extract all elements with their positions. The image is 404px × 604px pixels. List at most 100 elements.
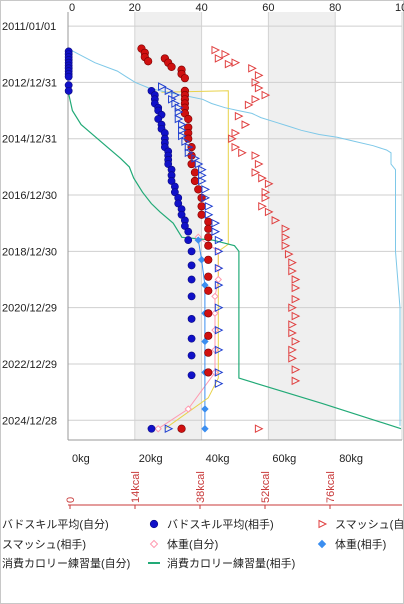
top-tick-label-2: 40	[195, 2, 207, 14]
self-smash-point-23	[261, 187, 271, 197]
other-skill-point-32	[204, 241, 213, 250]
self-smash-point-27	[271, 216, 281, 225]
self-skill-point-29	[164, 160, 173, 168]
other-skill-point-39	[204, 368, 213, 377]
self-smash-point-32	[288, 258, 297, 267]
self-skill-point-43	[187, 247, 196, 256]
other-skill-point-28	[197, 210, 206, 219]
legend: バドスキル平均(自分) バドスキル平均(相手) スマッシュ(自分) スマッシュ(相手)…	[2, 517, 404, 570]
self-skill-point-51	[147, 424, 156, 433]
bottom-tick-label-4: 80kg	[339, 453, 363, 465]
self-smash-point-0	[211, 45, 221, 55]
self-smash-point-18	[251, 151, 261, 160]
other-skill-point-23	[190, 168, 200, 177]
weight-marker-1-1	[197, 256, 206, 264]
self-skill-point-9	[64, 72, 73, 81]
kcal-tick-label-1: 14kcal	[130, 471, 142, 503]
legend-label-0: バドスキル平均(自分)	[2, 518, 109, 531]
kcal-tick-label-3: 52kcal	[260, 471, 272, 503]
other-smash-point-1	[164, 86, 174, 96]
other-smash-point-29	[214, 303, 224, 312]
weight-marker-1-2	[201, 281, 209, 289]
y-tick-label-7: 2024/12/28	[2, 415, 57, 427]
self-skill-point-45	[187, 275, 196, 284]
legend-label-7: 消費カロリー練習量(相手)	[167, 556, 295, 570]
self-smash-point-2	[221, 49, 231, 59]
self-smash-point-42	[288, 345, 297, 355]
bottom-tick-label-0: 0kg	[72, 453, 90, 465]
legend-label-5: 体重(相手)	[335, 537, 386, 551]
top-tick-label-5: 100	[395, 2, 404, 14]
self-smash-point-21	[258, 173, 267, 183]
other-smash-point-26	[214, 247, 224, 256]
top-tick-label-0: 0	[69, 2, 75, 14]
other-smash-point-2	[171, 90, 180, 100]
self-smash-point-3	[224, 59, 234, 69]
weight-marker-0-10	[154, 425, 162, 433]
self-smash-point-35	[291, 283, 301, 293]
other-smash-point-13	[184, 148, 194, 158]
other-skill-point-9	[180, 74, 189, 83]
self-smash-point-43	[288, 354, 297, 363]
self-skill-point-38	[177, 210, 186, 219]
line-series-3	[67, 48, 401, 426]
self-smash-point-14	[231, 128, 241, 138]
legend-label-1: バドスキル平均(相手)	[167, 517, 274, 531]
other-smash-point-5	[174, 103, 184, 113]
band-0	[134, 12, 202, 440]
self-skill-point-46	[187, 292, 196, 301]
bottom-tick-label-2: 40kg	[206, 453, 230, 465]
self-smash-point-17	[238, 148, 247, 158]
other-skill-point-30	[204, 224, 213, 233]
other-smash-point-9	[178, 125, 187, 135]
top-tick-label-3: 60	[262, 2, 274, 14]
kcal-tick-label-4: 76kcal	[325, 471, 337, 503]
weight-marker-0-3	[214, 275, 223, 284]
legend-marker-5	[317, 539, 327, 549]
self-smash-point-9	[261, 90, 271, 100]
self-skill-point-50	[187, 371, 196, 380]
self-skill-point-40	[180, 222, 189, 230]
self-smash-point-45	[291, 376, 301, 386]
line-series-4	[67, 90, 402, 430]
self-smash-point-1	[214, 54, 224, 63]
bottom-tick-label-3: 60kg	[272, 453, 296, 465]
self-smash-point-13	[241, 120, 251, 129]
self-smash-point-40	[288, 328, 297, 338]
self-skill-point-36	[174, 199, 183, 208]
kcal-tick-label-2: 38kcal	[195, 471, 207, 503]
y-tick-label-2: 2014/12/31	[2, 134, 57, 146]
y-tick-label-6: 2022/12/29	[2, 359, 57, 371]
other-smash-point-25	[214, 235, 224, 245]
self-smash-point-12	[234, 111, 244, 121]
self-smash-point-16	[231, 142, 241, 152]
self-skill-point-42	[184, 236, 193, 244]
other-skill-point-35	[204, 286, 213, 295]
other-skill-point-37	[204, 331, 213, 340]
self-skill-point-32	[167, 177, 176, 185]
other-smash-point-18	[198, 176, 207, 186]
self-skill-point-49	[187, 351, 196, 360]
other-smash-point-12	[184, 142, 194, 152]
other-skill-point-40	[177, 424, 186, 433]
other-smash-point-0	[158, 82, 167, 91]
series-lines	[67, 48, 402, 433]
self-smash-point-41	[291, 337, 301, 346]
other-smash-point-19	[201, 185, 211, 194]
other-smash-point-6	[174, 107, 184, 117]
top-tick-label-4: 80	[329, 2, 341, 14]
other-smash-point-20	[201, 193, 211, 203]
other-smash-point-30	[214, 325, 224, 335]
weight-marker-0-4	[211, 292, 219, 301]
other-smash-point-28	[214, 280, 224, 290]
legend-label-2: スマッシュ(自分)	[335, 518, 404, 531]
legend-label-3: スマッシュ(相手)	[2, 537, 86, 551]
self-smash-point-30	[281, 241, 291, 251]
y-tick-label-4: 2018/12/30	[2, 246, 57, 258]
weight-marker-0-5	[211, 309, 219, 317]
self-smash-point-29	[281, 232, 291, 242]
weight-marker-1-0	[194, 236, 202, 244]
y-tick-label-5: 2020/12/29	[2, 303, 57, 315]
self-skill-point-11	[64, 86, 73, 95]
